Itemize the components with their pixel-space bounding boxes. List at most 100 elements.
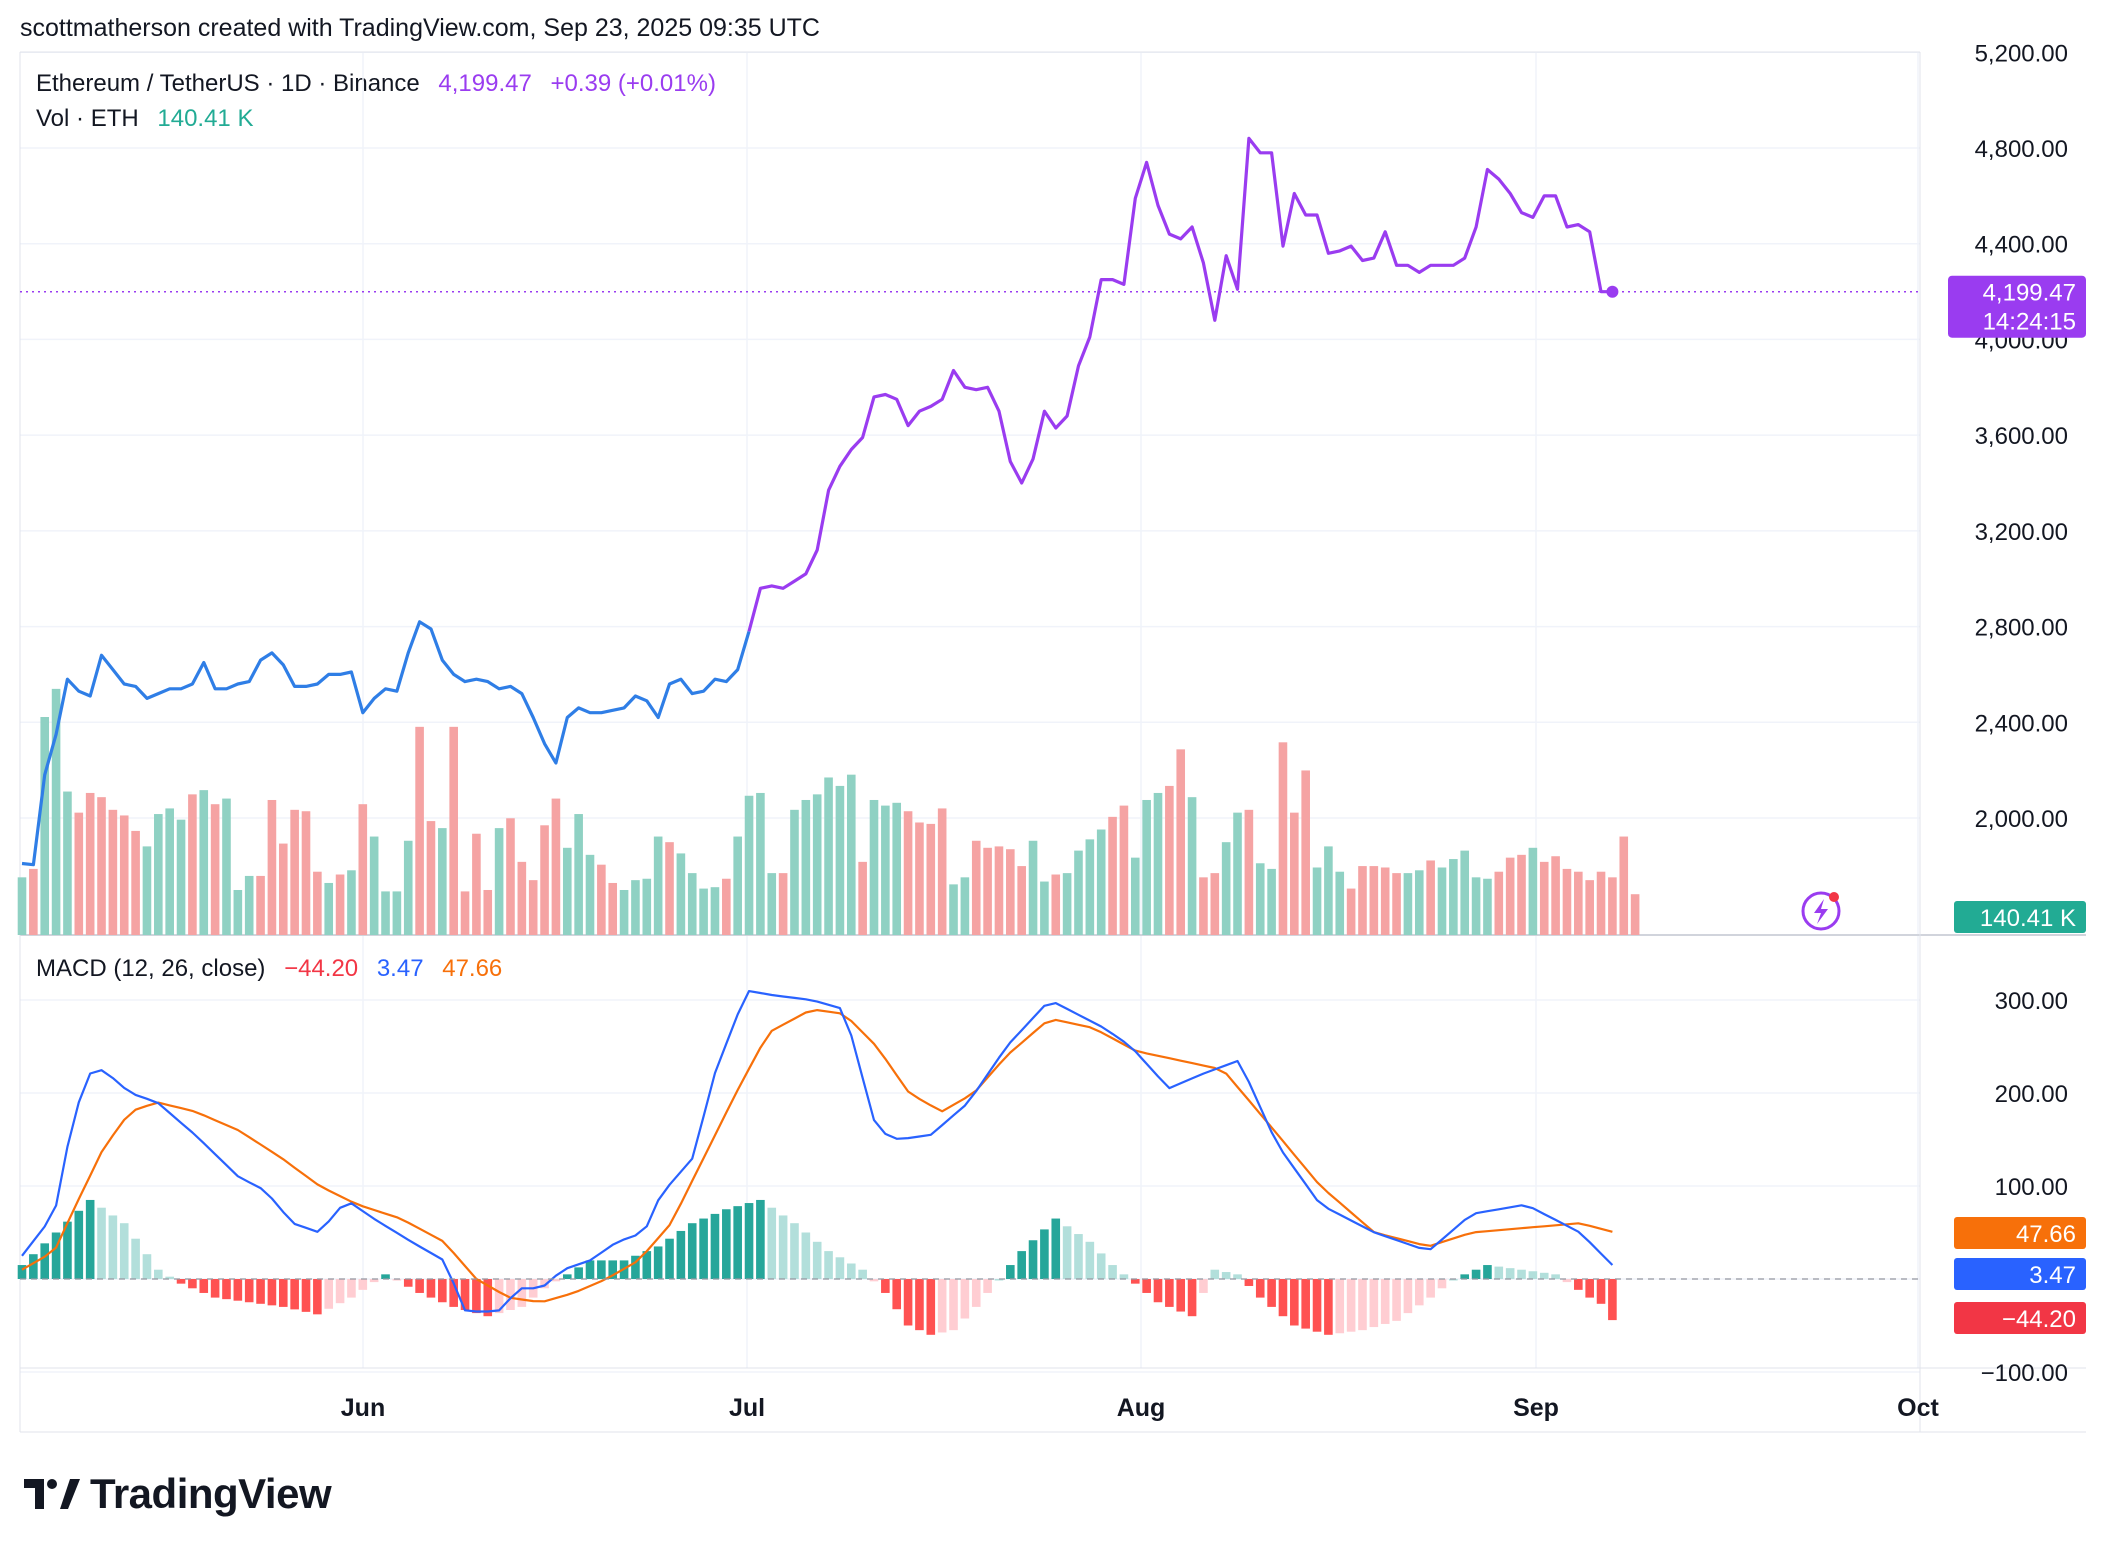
price-badge-box bbox=[1948, 275, 2086, 338]
price-tick-label: 4,400.00 bbox=[1975, 232, 2068, 259]
price-badge-countdown: 14:24:15 bbox=[1983, 309, 2076, 336]
macd-histogram-bar bbox=[494, 1279, 504, 1314]
volume-badge: 140.41 K bbox=[1954, 901, 2086, 933]
volume-legend: Vol · ETH 140.41 K bbox=[36, 105, 253, 133]
macd-histogram-bar bbox=[506, 1279, 515, 1310]
volume-bar bbox=[756, 792, 765, 935]
volume-bar bbox=[1176, 749, 1186, 935]
macd-histogram-bar bbox=[1199, 1279, 1208, 1293]
price-tick-label: 2,000.00 bbox=[1975, 806, 2068, 833]
macd-histogram-bar bbox=[415, 1279, 424, 1293]
tradingview-logo-text: TradingView bbox=[90, 1470, 332, 1517]
chart-canvas[interactable]: 2,000.00 2,400.00 2,800.00 3,200.00 3,600.00… bbox=[0, 0, 2108, 1460]
volume-bar bbox=[449, 726, 458, 935]
last-price-dot bbox=[1606, 285, 1619, 298]
macd-histogram-bar bbox=[438, 1279, 447, 1303]
volume-bar bbox=[74, 812, 84, 935]
volume-bar bbox=[63, 791, 72, 935]
volume-bar bbox=[1346, 888, 1356, 935]
volume-bar bbox=[915, 822, 924, 935]
macd-histogram-bar bbox=[767, 1207, 777, 1279]
volume-bar bbox=[1028, 840, 1038, 935]
volume-bar bbox=[858, 861, 867, 935]
volume-bar bbox=[1494, 871, 1504, 935]
volume-bar bbox=[199, 790, 209, 935]
volume-badge-box bbox=[1954, 901, 2086, 933]
macd-histogram-bar bbox=[369, 1279, 379, 1283]
volume-bar bbox=[142, 846, 152, 935]
macd-histogram-bar bbox=[608, 1260, 618, 1279]
macd-histogram-bar bbox=[1528, 1271, 1538, 1279]
volume-bar bbox=[51, 688, 61, 935]
macd-histogram-bar bbox=[1210, 1269, 1220, 1279]
price-badge-value: 4,199.47 bbox=[1983, 280, 2076, 307]
macd-histogram-bar bbox=[1324, 1279, 1333, 1335]
volume-bar bbox=[1267, 868, 1276, 935]
price-tick-label: 2,400.00 bbox=[1975, 710, 2068, 737]
macd-histogram-bar bbox=[710, 1213, 720, 1279]
macd-histogram-bar bbox=[1517, 1269, 1526, 1279]
macd-histogram-bar bbox=[881, 1279, 890, 1293]
volume-bar bbox=[131, 830, 140, 935]
volume-bar bbox=[244, 875, 254, 935]
time-tick-label: Jun bbox=[341, 1394, 385, 1422]
volume-bar bbox=[778, 873, 788, 935]
volume-bar bbox=[517, 861, 527, 935]
macd-histogram-bar bbox=[1562, 1279, 1572, 1283]
volume-bar bbox=[483, 889, 493, 935]
volume-bar bbox=[1574, 871, 1583, 935]
macd-histogram-bar bbox=[1017, 1251, 1026, 1279]
macd-line-badge-value: 3.47 bbox=[2029, 1262, 2076, 1289]
macd-histogram-bar bbox=[1437, 1279, 1447, 1289]
macd-line-value: 3.47 bbox=[376, 955, 424, 982]
volume-bar bbox=[608, 882, 618, 935]
macd-histogram-bar bbox=[29, 1254, 38, 1279]
macd-histogram-bar bbox=[358, 1279, 368, 1290]
volume-bar bbox=[426, 821, 436, 935]
macd-histogram-bar bbox=[1574, 1279, 1583, 1290]
macd-histogram-bar bbox=[1505, 1268, 1515, 1279]
volume-bar bbox=[1142, 799, 1151, 935]
volume-bar bbox=[801, 799, 811, 935]
volume-bar bbox=[415, 726, 424, 935]
macd-histogram-bar bbox=[1551, 1274, 1560, 1279]
price-tick-label: 4,800.00 bbox=[1975, 136, 2068, 163]
volume-bar bbox=[97, 797, 106, 935]
volume-bar bbox=[824, 777, 833, 935]
macd-histogram-bar bbox=[199, 1279, 209, 1293]
volume-bar bbox=[926, 823, 936, 935]
volume-bar bbox=[1153, 792, 1163, 935]
chart-header: scottmatherson created with TradingView.… bbox=[20, 14, 820, 42]
volume-bar bbox=[1551, 856, 1560, 935]
macd-histogram-bar bbox=[1108, 1265, 1117, 1279]
macd-histogram-bar bbox=[1346, 1279, 1356, 1332]
time-axis: Jun Jul Aug Sep Oct bbox=[341, 1394, 1940, 1422]
volume-bar bbox=[528, 880, 538, 935]
macd-histogram-bar bbox=[960, 1279, 970, 1319]
price-tick-label: 3,600.00 bbox=[1975, 423, 2068, 450]
volume-bar bbox=[347, 870, 356, 935]
macd-histogram-bar bbox=[1130, 1279, 1140, 1284]
macd-histogram-bar bbox=[1028, 1240, 1038, 1279]
volume-bar bbox=[1312, 867, 1322, 935]
macd-histogram-bar bbox=[222, 1279, 231, 1300]
volume-bar bbox=[256, 875, 265, 935]
macd-histogram-bar bbox=[1040, 1229, 1049, 1279]
volume-bar bbox=[903, 811, 913, 935]
macd-histogram-bar bbox=[142, 1254, 152, 1279]
volume-bar bbox=[108, 809, 118, 935]
volume-bar bbox=[1403, 873, 1413, 935]
volume-bar bbox=[983, 847, 992, 935]
volume-bar bbox=[1074, 850, 1083, 935]
macd-histogram-bar bbox=[256, 1279, 265, 1304]
macd-histogram-bar bbox=[449, 1279, 458, 1307]
time-tick-label: Aug bbox=[1117, 1394, 1166, 1422]
volume-bar bbox=[506, 818, 515, 935]
volume-bar bbox=[1290, 812, 1299, 935]
tradingview-logo[interactable]: TradingView bbox=[24, 1470, 332, 1518]
volume-bar bbox=[631, 880, 640, 935]
volume-bar bbox=[1210, 873, 1220, 935]
macd-legend: MACD (12, 26, close) −44.20 3.47 47.66 bbox=[36, 955, 502, 983]
macd-histogram-bar bbox=[892, 1279, 902, 1310]
